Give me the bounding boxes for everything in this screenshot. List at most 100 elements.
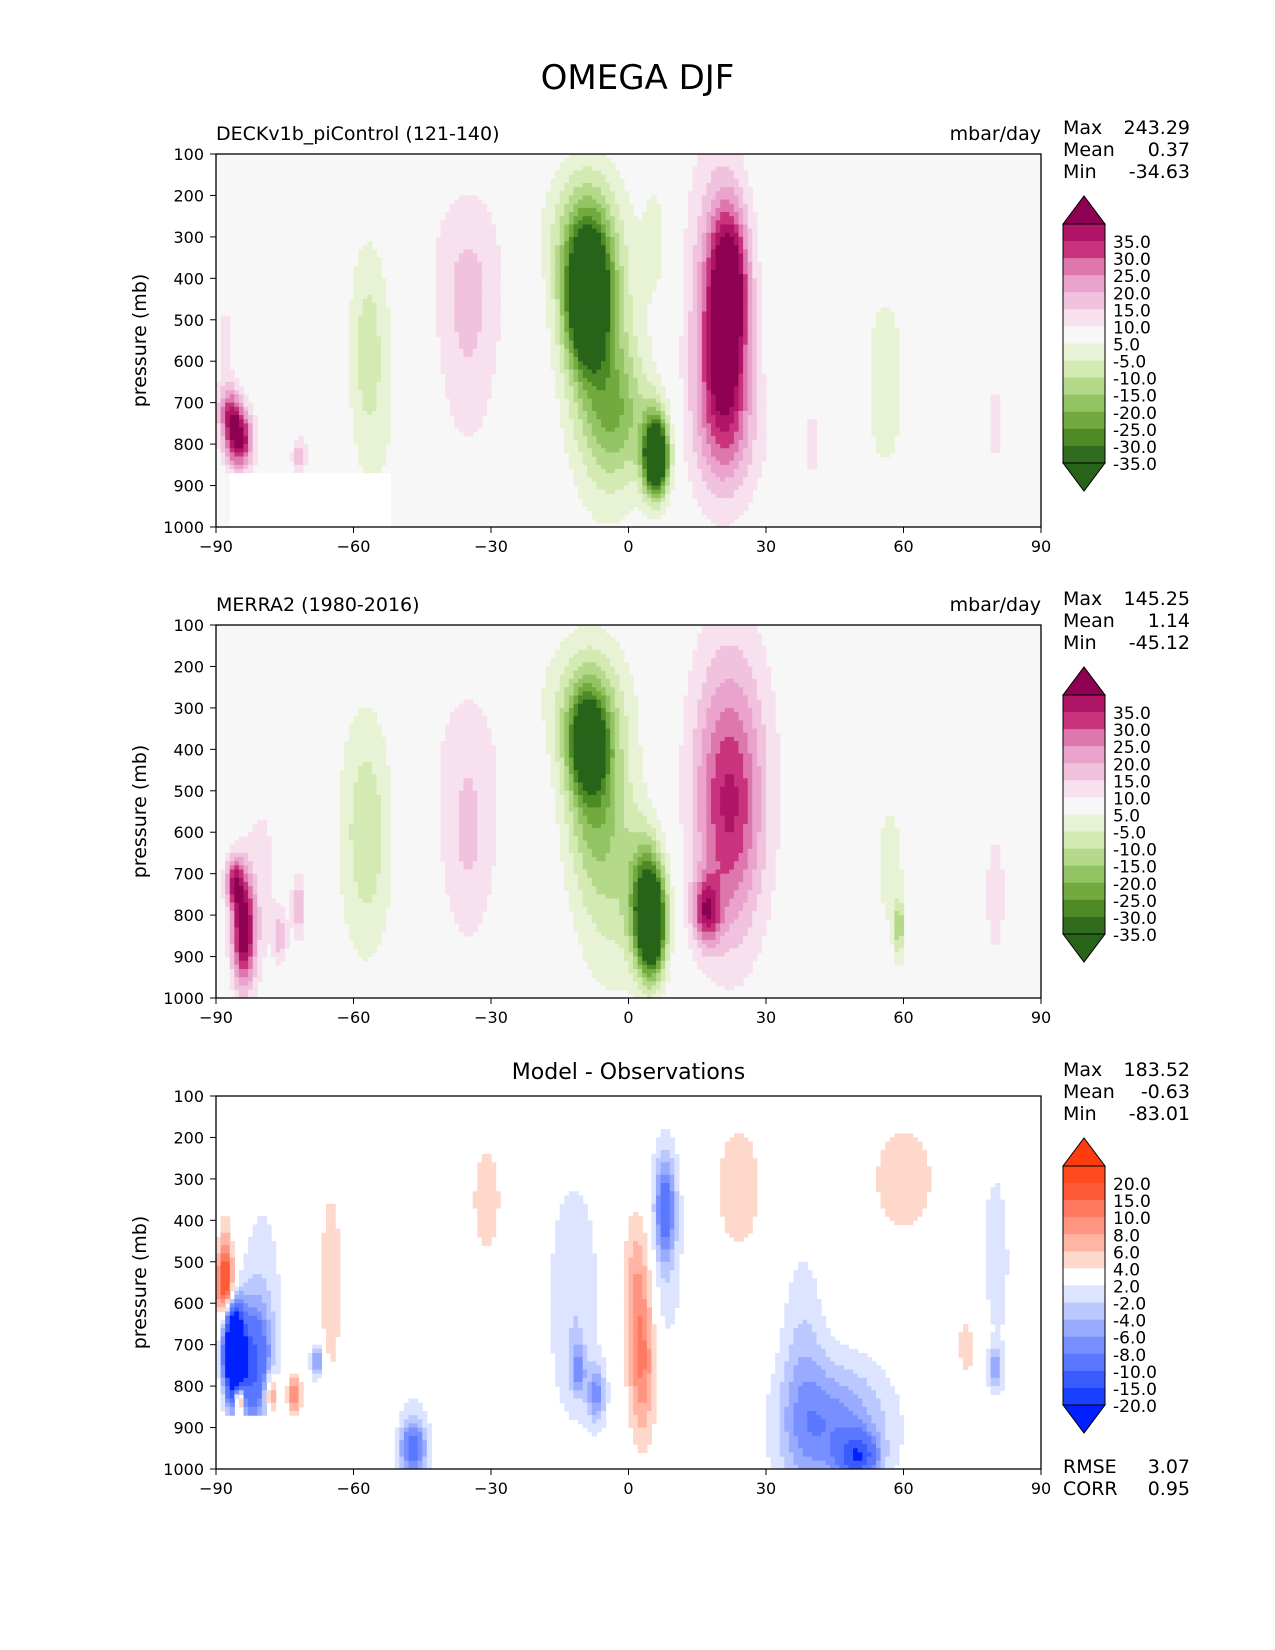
colorbar-label: -15.0	[1113, 1380, 1157, 1400]
colorbar-label: -10.0	[1113, 1363, 1157, 1383]
colorbar-band	[1063, 275, 1105, 293]
y-tick-label: 600	[173, 352, 204, 371]
y-tick-label: 300	[173, 228, 204, 247]
y-tick-label: 700	[173, 394, 204, 413]
colorbar-label: -25.0	[1113, 421, 1157, 441]
colorbar-band	[1063, 882, 1105, 901]
colorbar-band	[1063, 343, 1105, 362]
stat-label-min: Min	[1063, 632, 1097, 654]
colorbar-frame	[1062, 694, 1106, 935]
x-tick-label: 60	[893, 1008, 913, 1027]
x-tick-label: 60	[893, 537, 913, 556]
colorbar-label: -35.0	[1113, 926, 1157, 946]
colorbar-label: 5.0	[1113, 807, 1140, 827]
colorbar-band	[1063, 916, 1105, 935]
colorbar-label: 15.0	[1113, 301, 1151, 321]
colorbar: 35.030.025.020.015.010.05.0-5.0-10.0-15.…	[1062, 666, 1157, 963]
colorbar-extend-top	[1062, 195, 1106, 225]
x-tick-label: 30	[756, 1008, 776, 1027]
colorbar: 35.030.025.020.015.010.05.0-5.0-10.0-15.…	[1062, 195, 1157, 492]
y-tick-label: 700	[173, 865, 204, 884]
x-tick-label: 90	[1031, 1008, 1051, 1027]
colorbar-band	[1063, 1251, 1105, 1269]
colorbar-band	[1063, 1166, 1105, 1184]
colorbar-band	[1063, 1319, 1105, 1338]
y-axis-label: pressure (mb)	[129, 745, 151, 879]
y-tick-label: 100	[173, 616, 204, 635]
colorbar-label: -15.0	[1113, 858, 1157, 878]
x-tick-label: −90	[199, 537, 233, 556]
colorbar-band	[1063, 1217, 1105, 1235]
colorbar-band	[1063, 309, 1105, 327]
stat-value-max: 183.52	[1123, 1059, 1190, 1081]
y-tick-label: 300	[173, 699, 204, 718]
colorbar-band	[1063, 377, 1105, 396]
panel-title: DECKv1b_piControl (121-140)	[216, 123, 500, 145]
colorbar-band	[1063, 848, 1105, 867]
stat-value-max: 243.29	[1123, 117, 1190, 139]
colorbar-band	[1063, 1200, 1105, 1218]
stat-value-mean: 0.37	[1147, 139, 1190, 161]
colorbar-band	[1063, 394, 1105, 413]
colorbar-label: -20.0	[1113, 404, 1157, 424]
colorbar-band	[1063, 1285, 1105, 1304]
y-tick-label: 800	[173, 1377, 204, 1396]
x-tick-label: −90	[199, 1479, 233, 1498]
colorbar-label: 4.0	[1113, 1260, 1140, 1280]
colorbar-label: 10.0	[1113, 1209, 1151, 1229]
colorbar-band	[1063, 1302, 1105, 1321]
colorbar-band	[1063, 763, 1105, 781]
colorbar-label: -10.0	[1113, 370, 1157, 390]
panel-3: −90 −60 −30 0 30 60 90 100 200 300 400 500 600 700 800…	[129, 1087, 1157, 1498]
x-tick-label: 90	[1031, 537, 1051, 556]
colorbar-band	[1063, 445, 1105, 464]
colorbar-label: 6.0	[1113, 1243, 1140, 1263]
stat-label-mean: Mean	[1063, 139, 1115, 161]
x-tick-label: −60	[337, 537, 371, 556]
colorbar-band	[1063, 780, 1105, 798]
colorbar-label: -10.0	[1113, 841, 1157, 861]
y-tick-label: 400	[173, 1211, 204, 1230]
stat-value-max: 145.25	[1123, 588, 1190, 610]
stat-value-min: -45.12	[1128, 632, 1190, 654]
colorbar-label: -4.0	[1113, 1312, 1146, 1332]
colorbar-label: -8.0	[1113, 1346, 1146, 1366]
colorbar-label: -35.0	[1113, 455, 1157, 475]
colorbar-extend-top	[1062, 1137, 1106, 1167]
stat-value-min: -83.01	[1128, 1103, 1190, 1125]
stat-label-mean: Mean	[1063, 1081, 1115, 1103]
y-axis-label: pressure (mb)	[129, 1216, 151, 1350]
stat-value-min: -34.63	[1128, 161, 1190, 183]
y-tick-label: 600	[173, 1294, 204, 1313]
y-tick-label: 500	[173, 311, 204, 330]
figure-title: OMEGA DJF	[540, 58, 735, 98]
colorbar-band	[1063, 1387, 1105, 1406]
colorbar-label: 30.0	[1113, 250, 1151, 270]
x-tick-label: −30	[474, 537, 508, 556]
x-tick-label: −30	[474, 1479, 508, 1498]
y-tick-label: 600	[173, 823, 204, 842]
colorbar-extend-top	[1062, 666, 1106, 696]
x-tick-label: 90	[1031, 1479, 1051, 1498]
colorbar-band	[1063, 241, 1105, 259]
stat-label-max: Max	[1063, 1059, 1103, 1081]
colorbar-extend-bottom	[1062, 1404, 1106, 1434]
y-tick-label: 900	[173, 948, 204, 967]
panel-2: −90 −60 −30 0 30 60 90 100 200 300 400 500 600 700 800…	[129, 616, 1157, 1027]
y-axis-label: pressure (mb)	[129, 274, 151, 408]
colorbar-band	[1063, 712, 1105, 730]
colorbar-label: 15.0	[1113, 1192, 1151, 1212]
colorbar-band	[1063, 746, 1105, 764]
colorbar-band	[1063, 814, 1105, 833]
colorbar-frame	[1062, 1165, 1106, 1406]
colorbar-band	[1063, 258, 1105, 276]
x-tick-label: 30	[756, 1479, 776, 1498]
stat-label-max: Max	[1063, 117, 1103, 139]
contour-field	[216, 154, 1001, 527]
y-tick-label: 400	[173, 740, 204, 759]
colorbar-band	[1063, 695, 1105, 713]
stat-label-min: Min	[1063, 161, 1097, 183]
colorbar-label: -25.0	[1113, 892, 1157, 912]
colorbar-band	[1063, 326, 1105, 344]
